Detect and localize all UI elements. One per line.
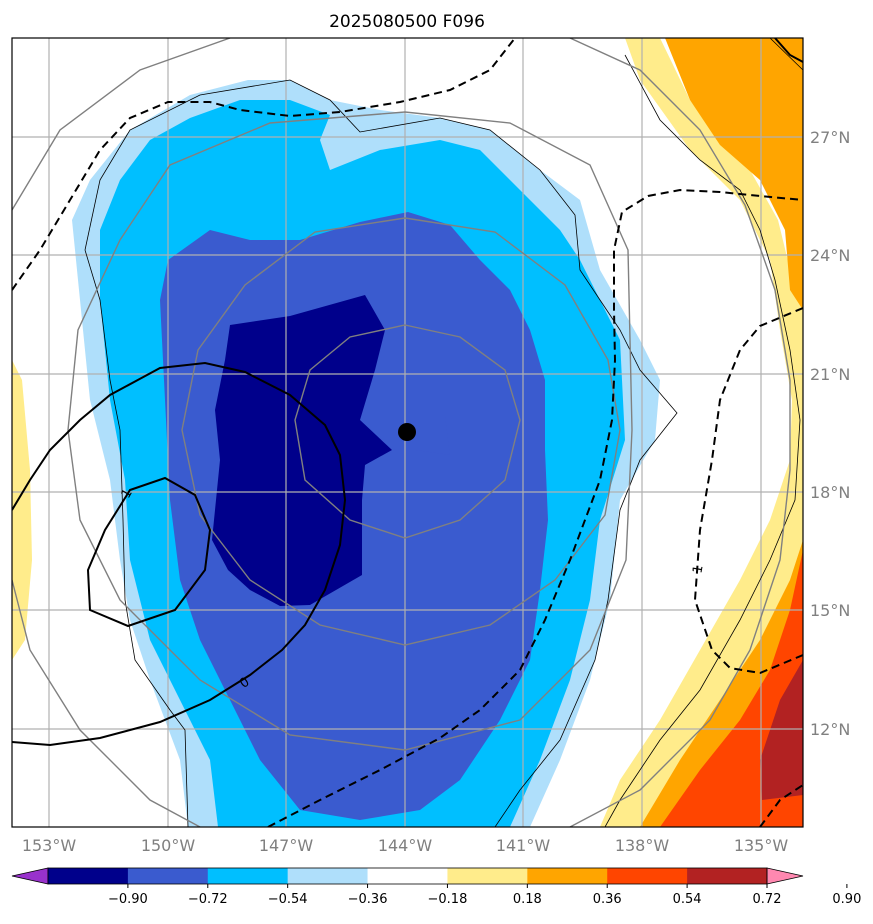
colorbar-tick-label: −0.18 [428, 892, 468, 907]
lat-tick-label: 21°N [810, 365, 850, 384]
graticule [12, 38, 803, 827]
lat-tick-label: 15°N [810, 601, 850, 620]
lat-tick-label: 18°N [810, 483, 850, 502]
chart-title: 2025080500 F096 [329, 12, 485, 32]
storm-center-marker [398, 423, 416, 441]
colorbar-outline [47, 867, 768, 885]
colorbar-segment [367, 868, 448, 884]
lon-tick-label: 150°W [141, 836, 196, 855]
colorbar-segment [687, 868, 768, 884]
lon-tick-label: 147°W [259, 836, 314, 855]
colorbar-segment [527, 868, 608, 884]
colorbar-tick-label: 0.90 [832, 892, 861, 907]
lat-tick-label: 27°N [810, 128, 850, 147]
colorbar-segment [48, 868, 129, 884]
colorbar-tick-label: 0.54 [673, 892, 702, 907]
filled-contours [12, 38, 803, 827]
dashed-contours [12, 38, 803, 827]
lat-tick-labels: 12°N 15°N 18°N 21°N 24°N 27°N [810, 128, 850, 739]
lon-tick-labels: 153°W 150°W 147°W 144°W 141°W 138°W 135°… [22, 836, 789, 855]
colorbar-segment [607, 868, 688, 884]
lon-tick-label: 144°W [378, 836, 433, 855]
colorbar-extend-max [766, 867, 804, 885]
map-frame [11, 37, 804, 828]
lon-tick-label: 153°W [22, 836, 77, 855]
colorbar-tick-label: −0.90 [108, 892, 148, 907]
lat-tick-label: 24°N [810, 246, 850, 265]
thin-contours [84, 38, 803, 827]
colorbar-segment [207, 868, 289, 884]
colorbar-segment [287, 868, 369, 884]
band-yellow-northeast [600, 38, 803, 827]
colorbar-segment [127, 868, 209, 884]
lon-tick-label: 135°W [734, 836, 789, 855]
band-yellow-west [12, 360, 32, 660]
colorbar-ticks: −0.90 −0.72 −0.54 −0.36 −0.18 0.18 0.36 0.54 0.7… [108, 884, 861, 907]
colorbar: −0.90 −0.72 −0.54 −0.36 −0.18 0.18 0.36 0.54 0.7… [11, 867, 861, 907]
range-rings [12, 38, 791, 827]
colorbar-tick-label: 0.72 [753, 892, 782, 907]
band-navy [212, 295, 392, 606]
colorbar-tick-label: −0.54 [268, 892, 308, 907]
band-orange [665, 38, 803, 310]
band-royal-blue-notch [415, 415, 450, 455]
band-firebrick [760, 660, 803, 800]
lon-tick-label: 141°W [496, 836, 551, 855]
colorbar-segments [48, 868, 768, 884]
map-panel: 1 0 1 [12, 38, 803, 827]
lon-tick-label: 138°W [615, 836, 670, 855]
colorbar-tick-label: 0.18 [513, 892, 542, 907]
colorbar-tick-label: 0.36 [593, 892, 622, 907]
colorbar-extend-min [11, 867, 49, 885]
bold-contours [12, 38, 803, 747]
colorbar-segment [447, 868, 528, 884]
contour-label-1-east: 1 [690, 564, 706, 575]
colorbar-tick-label: −0.72 [188, 892, 228, 907]
colorbar-tick-label: −0.36 [348, 892, 388, 907]
lat-tick-label: 12°N [810, 720, 850, 739]
